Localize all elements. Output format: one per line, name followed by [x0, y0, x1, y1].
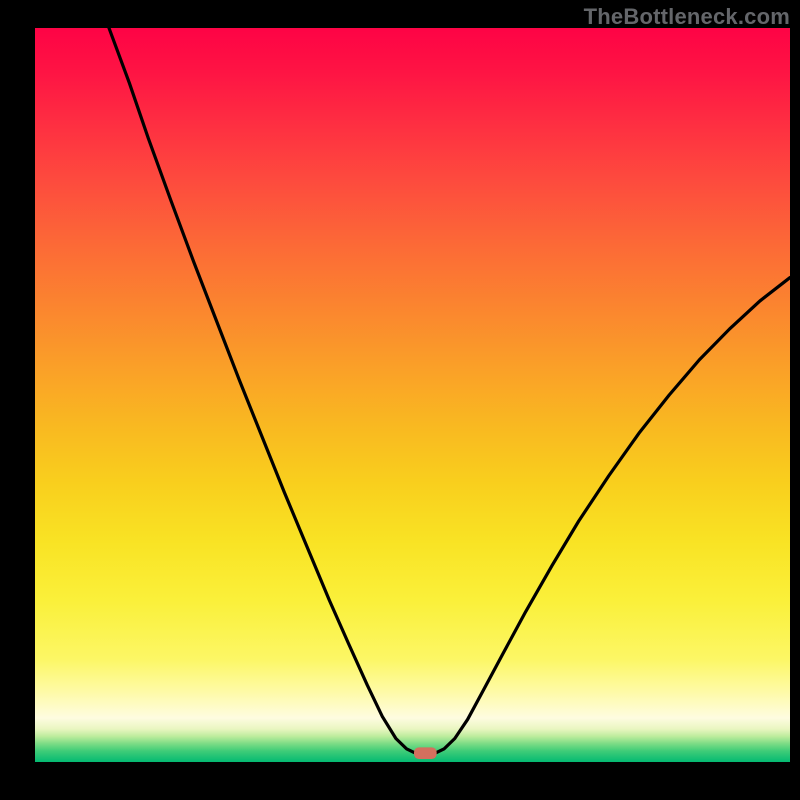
bottleneck-chart: [0, 0, 800, 800]
watermark-text: TheBottleneck.com: [584, 4, 790, 30]
chart-frame: TheBottleneck.com: [0, 0, 800, 800]
optimal-marker: [414, 747, 437, 759]
